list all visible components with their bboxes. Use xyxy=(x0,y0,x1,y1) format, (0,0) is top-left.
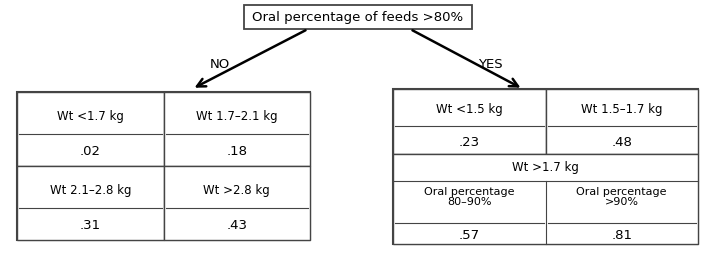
Bar xyxy=(17,166,163,240)
Bar xyxy=(393,89,698,244)
Text: NO: NO xyxy=(210,57,230,70)
Text: .48: .48 xyxy=(611,136,632,149)
Text: .81: .81 xyxy=(611,229,632,242)
Text: Oral percentage: Oral percentage xyxy=(424,187,515,197)
Text: .02: .02 xyxy=(80,145,101,158)
Text: YES: YES xyxy=(477,57,503,70)
Text: .18: .18 xyxy=(226,145,247,158)
Text: 80–90%: 80–90% xyxy=(447,197,492,208)
Text: Wt <1.7 kg: Wt <1.7 kg xyxy=(57,110,124,123)
Text: Wt >1.7 kg: Wt >1.7 kg xyxy=(512,161,579,174)
Bar xyxy=(17,92,310,240)
Text: Wt >2.8 kg: Wt >2.8 kg xyxy=(203,184,270,197)
Bar xyxy=(244,5,472,29)
Text: Wt <1.5 kg: Wt <1.5 kg xyxy=(436,103,503,116)
Bar xyxy=(163,92,310,166)
Bar xyxy=(393,154,698,244)
Text: .23: .23 xyxy=(459,136,480,149)
Text: Oral percentage: Oral percentage xyxy=(577,187,667,197)
Text: >90%: >90% xyxy=(605,197,639,208)
Bar xyxy=(163,166,310,240)
Bar xyxy=(17,92,163,166)
Text: .57: .57 xyxy=(459,229,480,242)
Text: Wt 2.1–2.8 kg: Wt 2.1–2.8 kg xyxy=(50,184,131,197)
Text: .31: .31 xyxy=(80,219,101,232)
Text: Oral percentage of feeds >80%: Oral percentage of feeds >80% xyxy=(253,10,464,24)
Text: Wt 1.5–1.7 kg: Wt 1.5–1.7 kg xyxy=(581,103,662,116)
Bar xyxy=(546,89,698,154)
Text: Wt 1.7–2.1 kg: Wt 1.7–2.1 kg xyxy=(196,110,278,123)
Text: .43: .43 xyxy=(226,219,247,232)
Bar xyxy=(393,89,546,154)
